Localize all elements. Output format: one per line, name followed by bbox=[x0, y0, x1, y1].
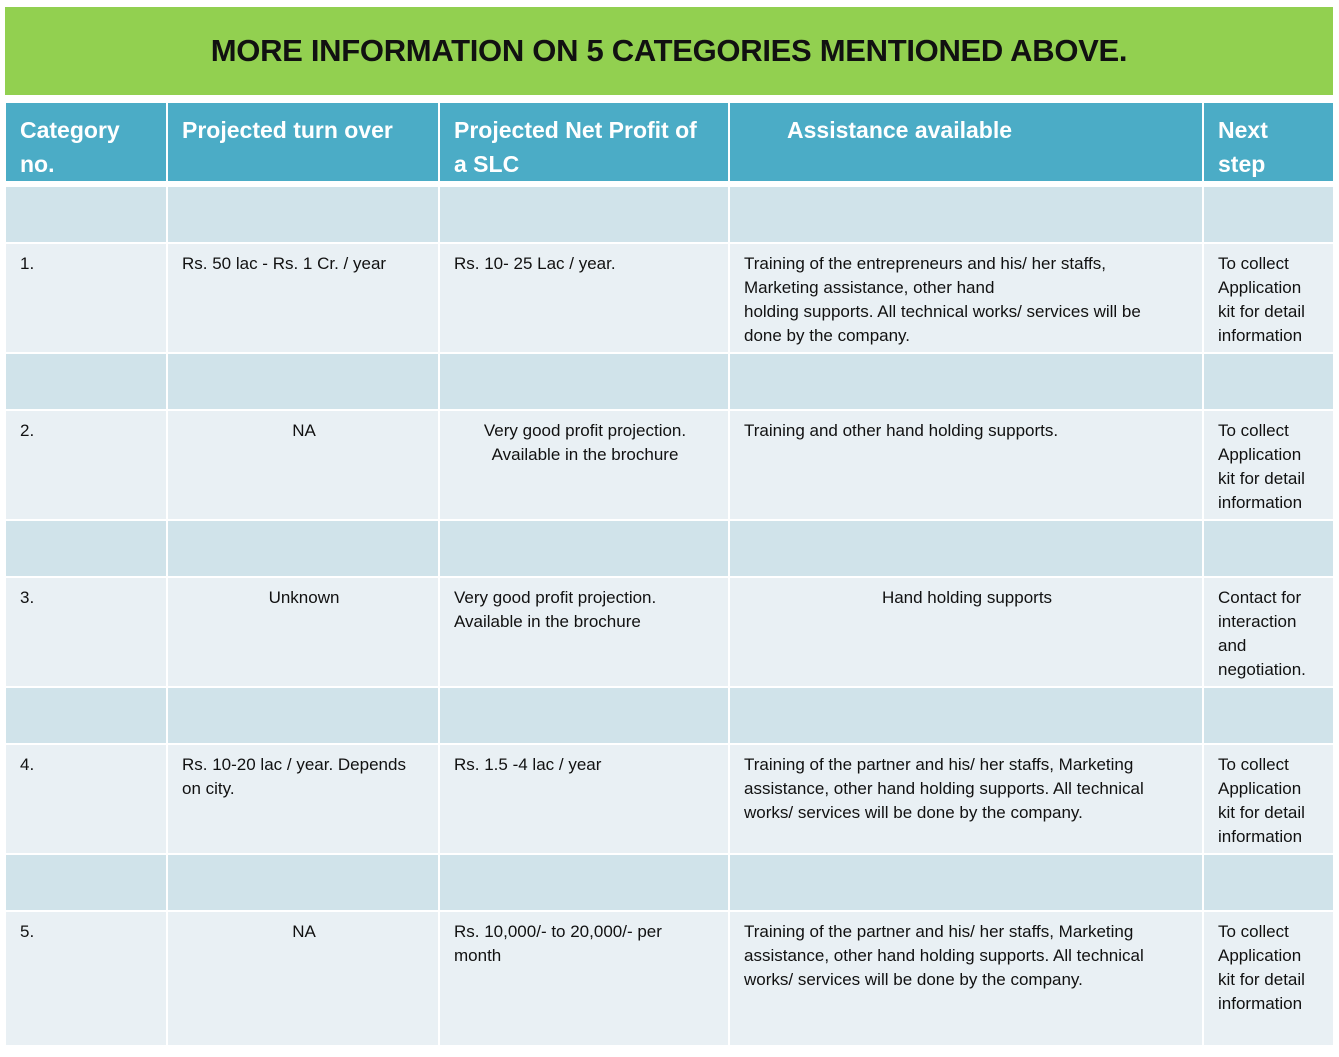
header-assistance-available: Assistance available bbox=[730, 103, 1202, 181]
title-banner: MORE INFORMATION ON 5 CATEGORIES MENTION… bbox=[5, 7, 1333, 95]
cell-assistance-available: Training of the partner and his/ her sta… bbox=[730, 912, 1202, 1045]
cell-projected-turnover: Rs. 10-20 lac / year. Depends on city. bbox=[168, 745, 438, 853]
cell-projected-turnover: Unknown bbox=[168, 578, 438, 686]
spacer-row bbox=[6, 855, 1333, 910]
cell-next-step: To collect Application kit for detail in… bbox=[1204, 411, 1333, 519]
header-category-no: Category no. bbox=[6, 103, 166, 181]
cell-assistance-available: Training of the partner and his/ her sta… bbox=[730, 745, 1202, 853]
cell-assistance-available: Training of the entrepreneurs and his/ h… bbox=[730, 244, 1202, 352]
table-row: 5. NA Rs. 10,000/- to 20,000/- per month Tr… bbox=[6, 912, 1333, 1045]
table-row: 3. Unknown Very good profit projection. Av… bbox=[6, 578, 1333, 686]
cell-next-step: To collect Application kit for detail in… bbox=[1204, 244, 1333, 352]
empty-cell bbox=[6, 688, 166, 743]
empty-cell bbox=[1204, 855, 1333, 910]
gap bbox=[6, 183, 1333, 185]
cell-assistance-available: Training and other hand holding supports… bbox=[730, 411, 1202, 519]
empty-cell bbox=[168, 354, 438, 409]
table-row: 2. NA Very good profit projection. Availab… bbox=[6, 411, 1333, 519]
empty-cell bbox=[440, 354, 728, 409]
empty-cell bbox=[168, 521, 438, 576]
empty-cell bbox=[168, 855, 438, 910]
empty-cell bbox=[440, 521, 728, 576]
cell-next-step: Contact for interaction and negotiation. bbox=[1204, 578, 1333, 686]
empty-cell bbox=[168, 187, 438, 242]
header-row: Category no. Projected turn over Projected… bbox=[6, 103, 1333, 181]
cell-projected-turnover: NA bbox=[168, 411, 438, 519]
cell-projected-net-profit: Rs. 1.5 -4 lac / year bbox=[440, 745, 728, 853]
cell-projected-turnover: Rs. 50 lac - Rs. 1 Cr. / year bbox=[168, 244, 438, 352]
cell-category-no: 5. bbox=[6, 912, 166, 1045]
table-row: 1. Rs. 50 lac - Rs. 1 Cr. / year Rs. 10- 2… bbox=[6, 244, 1333, 352]
empty-cell bbox=[730, 187, 1202, 242]
categories-table: Category no. Projected turn over Projected… bbox=[4, 101, 1335, 1047]
empty-cell bbox=[1204, 688, 1333, 743]
empty-cell bbox=[6, 855, 166, 910]
header-next-step: Next step bbox=[1204, 103, 1333, 181]
empty-cell bbox=[1204, 187, 1333, 242]
empty-cell bbox=[440, 855, 728, 910]
empty-cell bbox=[730, 354, 1202, 409]
empty-cell bbox=[730, 855, 1202, 910]
cell-category-no: 4. bbox=[6, 745, 166, 853]
empty-cell bbox=[168, 688, 438, 743]
cell-category-no: 2. bbox=[6, 411, 166, 519]
cell-projected-net-profit: Very good profit projection. Available i… bbox=[440, 411, 728, 519]
header-projected-turnover: Projected turn over bbox=[168, 103, 438, 181]
empty-cell bbox=[730, 521, 1202, 576]
empty-cell bbox=[6, 354, 166, 409]
table-row: 4. Rs. 10-20 lac / year. Depends on city.… bbox=[6, 745, 1333, 853]
empty-cell bbox=[1204, 521, 1333, 576]
empty-cell bbox=[1204, 354, 1333, 409]
empty-cell bbox=[730, 688, 1202, 743]
cell-projected-net-profit: Rs. 10- 25 Lac / year. bbox=[440, 244, 728, 352]
cell-assistance-available: Hand holding supports bbox=[730, 578, 1202, 686]
page-title: MORE INFORMATION ON 5 CATEGORIES MENTION… bbox=[210, 33, 1128, 68]
empty-cell bbox=[440, 187, 728, 242]
spacer-row bbox=[6, 187, 1333, 242]
cell-next-step: To collect Application kit for detail in… bbox=[1204, 745, 1333, 853]
cell-category-no: 1. bbox=[6, 244, 166, 352]
spacer-row bbox=[6, 354, 1333, 409]
cell-next-step: To collect Application kit for detail in… bbox=[1204, 912, 1333, 1045]
spacer-row bbox=[6, 521, 1333, 576]
empty-cell bbox=[440, 688, 728, 743]
empty-cell bbox=[6, 187, 166, 242]
cell-projected-turnover: NA bbox=[168, 912, 438, 1045]
cell-category-no: 3. bbox=[6, 578, 166, 686]
spacer-row bbox=[6, 688, 1333, 743]
empty-cell bbox=[6, 521, 166, 576]
header-projected-net-profit: Projected Net Profit of a SLC bbox=[440, 103, 728, 181]
cell-projected-net-profit: Very good profit projection. Available i… bbox=[440, 578, 728, 686]
cell-projected-net-profit: Rs. 10,000/- to 20,000/- per month bbox=[440, 912, 728, 1045]
